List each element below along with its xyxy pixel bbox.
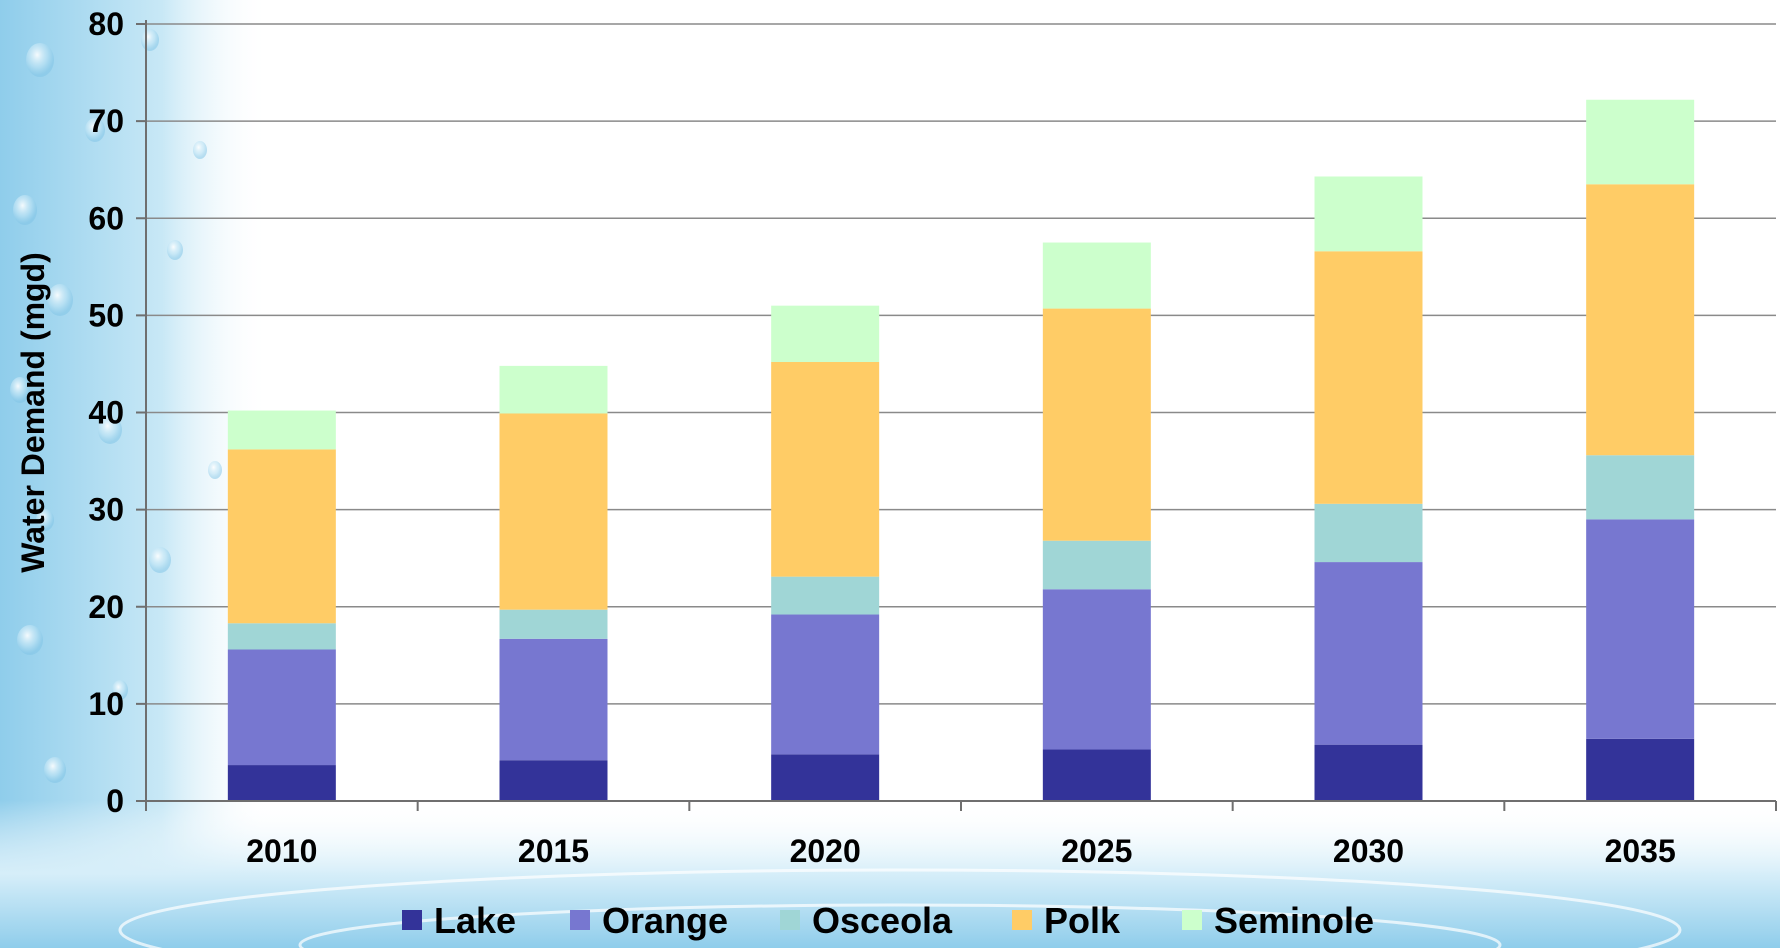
bar-lake-2020: [771, 754, 879, 801]
bar-seminole-2015: [500, 366, 608, 414]
legend-label-lake: Lake: [434, 900, 516, 941]
y-tick-label: 60: [88, 200, 124, 236]
y-tick-label: 40: [88, 395, 124, 431]
legend-label-orange: Orange: [602, 900, 728, 941]
x-tick-labels: 2010 2015 2020 2025 2030 2035: [246, 833, 1676, 869]
y-tick-label: 30: [88, 492, 124, 528]
bar-polk-2030: [1315, 251, 1423, 504]
bar-lake-2035: [1586, 739, 1694, 801]
bar-lake-2015: [500, 760, 608, 801]
bar-lake-2030: [1315, 745, 1423, 801]
bar-polk-2010: [228, 449, 336, 623]
bar-osceola-2020: [771, 577, 879, 615]
legend-label-osceola: Osceola: [812, 900, 953, 941]
bar-seminole-2020: [771, 306, 879, 362]
legend-label-seminole: Seminole: [1214, 900, 1374, 941]
y-tick-labels: 0 10 20 30 40 50 60 70 80: [88, 6, 124, 819]
x-tick-label: 2030: [1333, 833, 1404, 869]
bar-seminole-2010: [228, 411, 336, 450]
y-tick-label: 50: [88, 297, 124, 333]
legend-swatch-seminole: [1182, 910, 1202, 930]
bar-orange-2015: [500, 639, 608, 760]
bar-osceola-2030: [1315, 504, 1423, 562]
y-tick-label: 0: [106, 783, 124, 819]
bar-osceola-2010: [228, 623, 336, 649]
bar-osceola-2025: [1043, 541, 1151, 590]
bars: [228, 100, 1694, 801]
legend: Lake Orange Osceola Polk Seminole: [402, 900, 1374, 941]
x-tick-label: 2015: [518, 833, 589, 869]
bar-orange-2020: [771, 615, 879, 755]
bar-polk-2035: [1586, 184, 1694, 455]
axes: [136, 20, 1776, 811]
bar-orange-2025: [1043, 589, 1151, 749]
legend-swatch-polk: [1012, 910, 1032, 930]
bar-polk-2015: [500, 413, 608, 609]
y-tick-label: 10: [88, 686, 124, 722]
bar-polk-2020: [771, 362, 879, 577]
bar-osceola-2035: [1586, 455, 1694, 519]
x-tick-label: 2010: [246, 833, 317, 869]
legend-swatch-osceola: [780, 910, 800, 930]
bar-osceola-2015: [500, 610, 608, 639]
x-tick-label: 2025: [1061, 833, 1132, 869]
bar-lake-2025: [1043, 750, 1151, 801]
y-axis-title: Water Demand (mgd): [15, 252, 51, 573]
bar-seminole-2035: [1586, 100, 1694, 184]
x-tick-label: 2035: [1605, 833, 1676, 869]
legend-swatch-lake: [402, 910, 422, 930]
bar-seminole-2025: [1043, 243, 1151, 309]
legend-swatch-orange: [570, 910, 590, 930]
x-tick-label: 2020: [790, 833, 861, 869]
bar-orange-2010: [228, 649, 336, 765]
y-tick-label: 20: [88, 589, 124, 625]
bar-lake-2010: [228, 765, 336, 801]
bar-orange-2035: [1586, 519, 1694, 739]
bar-polk-2025: [1043, 309, 1151, 541]
y-tick-label: 70: [88, 103, 124, 139]
bar-seminole-2030: [1315, 176, 1423, 251]
y-tick-label: 80: [88, 6, 124, 42]
bar-orange-2030: [1315, 562, 1423, 745]
legend-label-polk: Polk: [1044, 900, 1121, 941]
gridlines: [146, 24, 1776, 704]
